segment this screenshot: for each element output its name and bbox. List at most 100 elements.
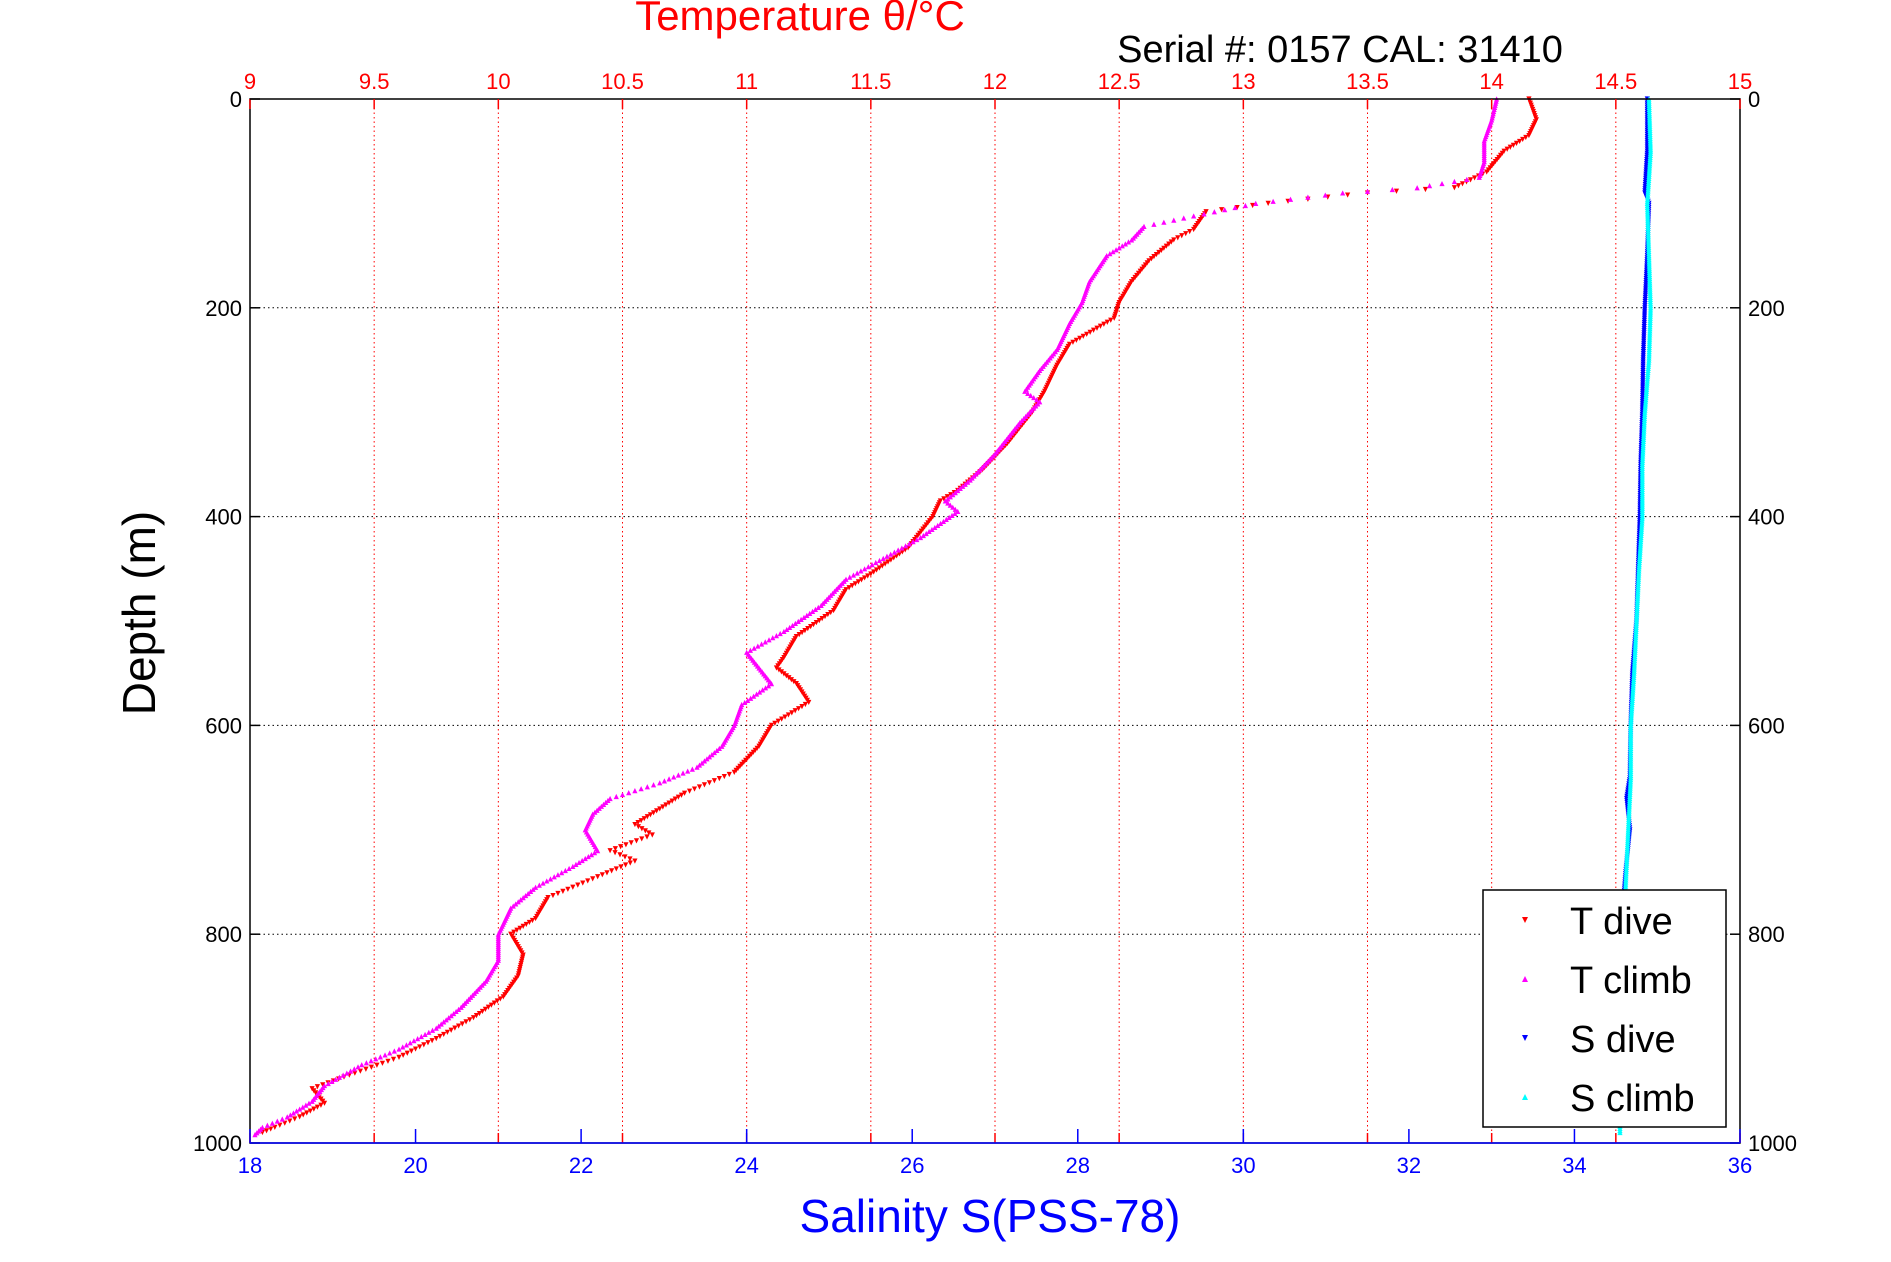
data-point — [1171, 217, 1177, 223]
data-point — [689, 766, 695, 772]
data-point — [789, 622, 796, 629]
data-point — [618, 844, 624, 850]
data-points — [252, 96, 1654, 1138]
top-axis-tick-label: 9 — [244, 69, 256, 94]
data-point — [303, 1102, 309, 1108]
data-point — [566, 865, 572, 872]
data-point — [491, 1000, 497, 1006]
data-point — [1119, 243, 1125, 249]
data-point — [1108, 317, 1114, 323]
legend-box — [1482, 889, 1727, 1128]
data-point — [550, 892, 556, 899]
data-point — [585, 853, 591, 860]
data-point — [582, 855, 588, 862]
data-point — [452, 1025, 458, 1031]
data-point — [902, 547, 908, 553]
data-point — [415, 1036, 421, 1042]
data-point — [632, 821, 638, 828]
data-point — [1340, 190, 1346, 196]
data-point — [514, 927, 520, 933]
data-point — [390, 1056, 397, 1062]
data-point — [672, 796, 678, 802]
data-point — [290, 1110, 297, 1116]
data-point — [792, 708, 798, 714]
data-point — [686, 788, 693, 794]
data-point — [719, 743, 725, 749]
data-point — [448, 1027, 454, 1033]
data-point — [523, 921, 529, 928]
data-point — [1507, 144, 1513, 150]
chart-title: Temperature θ/°C — [635, 0, 965, 39]
bottom-axis-tick-label: 20 — [403, 1153, 427, 1178]
data-point — [816, 617, 822, 624]
data-point — [408, 1048, 415, 1054]
data-point — [1094, 325, 1100, 331]
top-axis-tick-label: 10 — [486, 69, 510, 94]
data-point — [590, 876, 596, 882]
data-point — [623, 842, 629, 848]
data-point — [1484, 169, 1490, 175]
data-point — [896, 551, 903, 557]
data-point — [775, 718, 781, 724]
data-point — [387, 1050, 393, 1056]
data-point — [444, 1029, 451, 1035]
data-point — [1526, 132, 1532, 139]
data-point — [731, 769, 737, 775]
data-point — [476, 1010, 483, 1017]
data-point — [810, 622, 817, 628]
data-point — [946, 514, 952, 521]
data-point — [1084, 331, 1090, 337]
data-point — [1028, 392, 1034, 399]
data-point — [418, 1033, 424, 1040]
data-point — [1181, 215, 1187, 221]
data-point — [529, 917, 536, 924]
data-point — [681, 790, 688, 796]
data-point — [917, 534, 924, 541]
data-point — [1171, 237, 1177, 243]
data-point — [1234, 204, 1240, 211]
series-t-climb — [252, 96, 1500, 1138]
data-point — [812, 606, 819, 612]
data-point — [627, 856, 633, 862]
data-point — [804, 612, 810, 618]
data-point — [778, 669, 785, 675]
data-point — [942, 498, 948, 504]
data-point — [762, 685, 769, 691]
data-point — [777, 630, 783, 637]
legend-marker — [1522, 1035, 1528, 1041]
data-point — [792, 620, 798, 627]
data-point — [425, 1040, 431, 1046]
data-point — [1161, 219, 1167, 225]
data-point — [297, 1114, 303, 1120]
data-point — [336, 1074, 342, 1080]
data-point — [895, 547, 901, 553]
data-point — [433, 1036, 439, 1042]
data-point — [806, 699, 812, 706]
data-point — [768, 681, 775, 687]
data-point — [368, 1058, 374, 1064]
data-point — [560, 888, 566, 894]
legend-marker — [1522, 976, 1528, 982]
data-point — [579, 857, 585, 864]
data-point — [422, 1031, 428, 1038]
data-point — [711, 749, 717, 756]
data-point — [417, 1044, 423, 1050]
data-point — [906, 541, 912, 547]
data-point — [1520, 136, 1526, 143]
data-point — [628, 840, 634, 846]
data-point — [1504, 146, 1510, 152]
data-point — [297, 1106, 303, 1112]
data-point — [926, 528, 932, 535]
data-point — [1232, 204, 1238, 211]
data-point — [952, 506, 958, 512]
data-point — [965, 479, 971, 485]
data-point — [865, 564, 871, 570]
data-point — [680, 770, 686, 776]
data-point — [379, 1060, 386, 1066]
data-point — [525, 890, 531, 897]
top-axis-tick-label: 12.5 — [1098, 69, 1141, 94]
data-point — [801, 614, 807, 620]
data-point — [612, 850, 618, 856]
data-point — [467, 1017, 473, 1023]
